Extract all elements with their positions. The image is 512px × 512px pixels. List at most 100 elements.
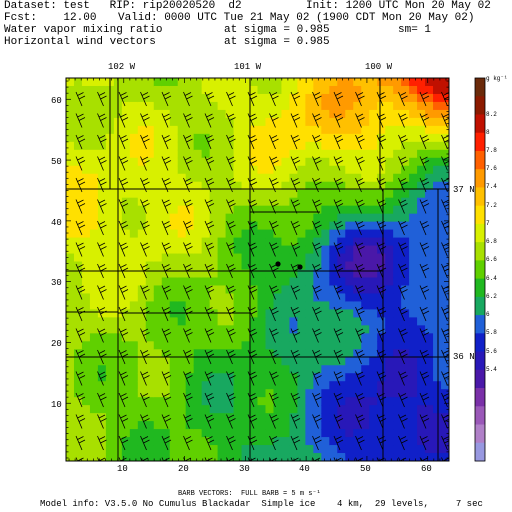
wind-barb xyxy=(333,435,344,451)
lat-label-36n: 36 N xyxy=(453,352,475,362)
forecast-line: Fcst: 12.00 xyxy=(4,12,97,24)
wind-barb xyxy=(226,435,236,451)
wind-barb xyxy=(312,177,322,193)
colorbar-label: 6.2 xyxy=(486,292,497,300)
y-tick-30: 30 xyxy=(51,278,62,288)
wind-barb xyxy=(419,156,430,171)
wind-barb xyxy=(355,371,365,386)
wind-barb xyxy=(204,156,215,171)
wind-barb xyxy=(204,177,215,193)
wind-barb xyxy=(290,242,301,257)
colorbar-unit-label: g kg⁻¹ xyxy=(486,75,508,82)
wind-barb xyxy=(183,220,193,236)
wind-barb xyxy=(161,285,172,300)
wind-barb xyxy=(161,435,172,451)
colorbar-swatch xyxy=(475,406,485,425)
colorbar-swatch xyxy=(475,114,485,134)
wind-barb xyxy=(269,134,279,150)
wind-barb xyxy=(161,199,172,214)
wind-barb xyxy=(161,242,172,257)
wind-barb xyxy=(312,134,322,150)
colorbar-swatch xyxy=(475,260,485,280)
wind-barb xyxy=(441,113,449,128)
colorbar-swatch xyxy=(475,205,485,225)
wind-barb xyxy=(204,285,215,300)
wind-barb xyxy=(398,328,408,343)
wind-barb xyxy=(269,242,279,257)
wind-barb xyxy=(290,177,301,193)
wind-barb xyxy=(419,328,430,343)
wind-barb xyxy=(247,242,258,257)
wind-barb xyxy=(247,371,258,386)
lon-label-101w: 101 W xyxy=(234,62,262,72)
wind-barb xyxy=(183,371,193,386)
wind-barb xyxy=(247,199,258,214)
wind-barb xyxy=(247,414,258,429)
wind-barb xyxy=(97,156,107,171)
wind-barb xyxy=(183,285,193,300)
wind-barb xyxy=(140,220,150,236)
wind-barb xyxy=(376,134,387,150)
wind-barb xyxy=(226,414,236,429)
wind-barb xyxy=(118,263,129,279)
colorbar-swatch xyxy=(475,169,485,188)
wind-barb xyxy=(290,392,301,408)
wind-barb xyxy=(333,199,344,214)
lat-label-37n: 37 N xyxy=(453,185,475,195)
colorbar-label: 8 xyxy=(486,128,490,136)
wind-barb xyxy=(419,242,430,257)
wind-barb xyxy=(140,134,150,150)
wind-barb xyxy=(398,113,408,128)
wind-barb xyxy=(312,349,322,365)
wind-barb xyxy=(97,392,107,408)
wind-barb xyxy=(269,220,279,236)
colorbar-label: 6.8 xyxy=(486,238,497,246)
wind-barb xyxy=(312,285,322,300)
wind-barb xyxy=(269,328,279,343)
wind-barb xyxy=(247,306,258,322)
wind-barb xyxy=(140,414,150,429)
wind-barb xyxy=(97,134,107,150)
wind-barb xyxy=(312,306,322,322)
wind-barb xyxy=(75,349,86,365)
wind-barb xyxy=(333,220,344,236)
wind-barb xyxy=(312,263,322,279)
wind-barb xyxy=(398,371,408,386)
colorbar-label: 6 xyxy=(486,311,490,319)
wind-barb xyxy=(140,349,150,365)
wind-barb xyxy=(269,91,279,107)
wind-barb xyxy=(118,156,129,171)
colorbar-label: 7.6 xyxy=(486,165,497,173)
wind-barb xyxy=(247,91,258,107)
field1-level: at sigma = 0.985 xyxy=(224,24,330,36)
colorbar-swatch xyxy=(475,132,485,152)
wind-barb xyxy=(312,113,322,128)
valid-time-line: Valid: 0000 UTC Tue 21 May 02 (1900 CDT … xyxy=(118,12,475,24)
wind-barb xyxy=(140,285,150,300)
wind-barb xyxy=(290,91,301,107)
wind-barb xyxy=(312,371,322,386)
wind-barb xyxy=(204,113,215,128)
wind-barb xyxy=(312,199,322,214)
wind-barb xyxy=(204,328,215,343)
y-tick-50: 50 xyxy=(51,157,62,167)
wind-barb xyxy=(398,414,408,429)
colorbar-label: 6.6 xyxy=(486,256,497,264)
wind-barb xyxy=(161,220,172,236)
wind-barb xyxy=(333,306,344,322)
x-tick-50: 50 xyxy=(360,464,371,474)
colorbar-swatch xyxy=(475,96,485,115)
station-marker xyxy=(275,261,281,267)
wind-barb xyxy=(118,328,129,343)
wind-barb xyxy=(118,134,129,150)
wind-barb xyxy=(312,156,322,171)
wind-barb xyxy=(355,199,365,214)
wind-barb xyxy=(161,156,172,171)
wind-barb xyxy=(333,371,344,386)
wind-barb xyxy=(247,349,258,365)
wind-barb xyxy=(247,220,258,236)
wind-barb xyxy=(269,177,279,193)
wind-barb xyxy=(419,349,430,365)
wind-barb xyxy=(97,371,107,386)
